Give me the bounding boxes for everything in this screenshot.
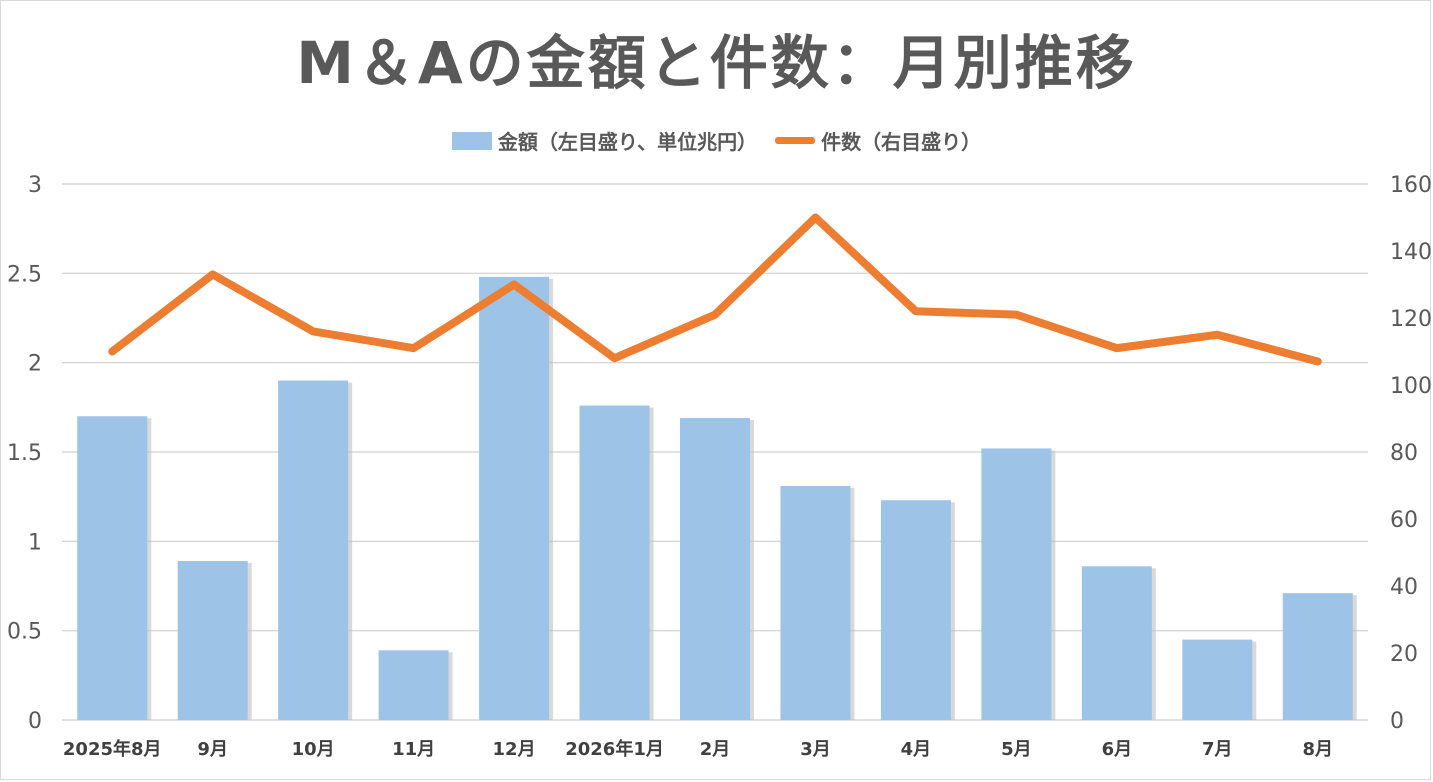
bar — [378, 650, 449, 720]
legend-item-amount: 金額（左目盛り、単位兆円） — [451, 126, 758, 155]
legend-item-count: 件数（右目盛り） — [775, 126, 981, 155]
bar — [780, 485, 851, 720]
count-line — [108, 213, 1322, 366]
x-category-label: 2月 — [700, 739, 731, 760]
y-right-tick-label: 120 — [1390, 307, 1432, 332]
x-category-label: 3月 — [800, 739, 831, 760]
bar — [981, 448, 1052, 720]
legend-swatch-bar — [451, 131, 492, 150]
x-category-label: 12月 — [493, 739, 536, 760]
legend-swatch-line — [775, 137, 816, 144]
y-right-tick-label: 20 — [1390, 642, 1418, 667]
chart-title: M＆Aの金額と件数：月別推移 — [296, 29, 1137, 97]
bar — [680, 418, 750, 720]
y-left-tick-label: 1.5 — [7, 441, 42, 466]
y-left-tick-label: 0.5 — [7, 620, 42, 645]
bar — [880, 500, 951, 720]
y-left-tick-label: 0 — [28, 709, 42, 734]
x-category-label: 10月 — [292, 739, 335, 760]
x-category-label: 9月 — [197, 739, 228, 760]
y-left-tick-label: 2 — [28, 352, 42, 377]
bar — [1282, 593, 1353, 720]
bar — [1182, 639, 1253, 720]
bar — [1081, 566, 1152, 720]
bar — [77, 416, 148, 720]
legend-label-amount: 金額（左目盛り、単位兆円） — [497, 130, 758, 154]
bar — [479, 276, 550, 720]
x-category-label: 2025年8月 — [63, 738, 162, 760]
y-right-tick-label: 40 — [1390, 575, 1418, 600]
x-category-label: 2026年1月 — [565, 738, 664, 760]
y-right-tick-label: 160 — [1390, 173, 1432, 198]
bar — [177, 560, 248, 720]
legend-label-count: 件数（右目盛り） — [821, 130, 982, 154]
y-right-tick-label: 140 — [1390, 240, 1432, 265]
y-right-tick-label: 60 — [1390, 508, 1418, 533]
x-category-label: 11月 — [392, 739, 435, 760]
y-left-tick-label: 3 — [28, 173, 42, 198]
y-left-tick-label: 2.5 — [7, 262, 42, 287]
bar — [278, 380, 349, 720]
legend: 金額（左目盛り、単位兆円） 件数（右目盛り） — [0, 126, 1433, 155]
x-category-label: 5月 — [1001, 739, 1032, 760]
x-category-label: 6月 — [1102, 739, 1133, 760]
x-category-label: 4月 — [901, 739, 932, 760]
y-left-tick-label: 1 — [28, 530, 42, 555]
x-category-label: 7月 — [1202, 739, 1233, 760]
y-right-tick-label: 100 — [1390, 374, 1432, 399]
bar — [579, 405, 650, 720]
y-right-tick-label: 80 — [1390, 441, 1418, 466]
x-category-label: 8月 — [1303, 739, 1334, 760]
y-right-tick-label: 0 — [1390, 709, 1404, 734]
